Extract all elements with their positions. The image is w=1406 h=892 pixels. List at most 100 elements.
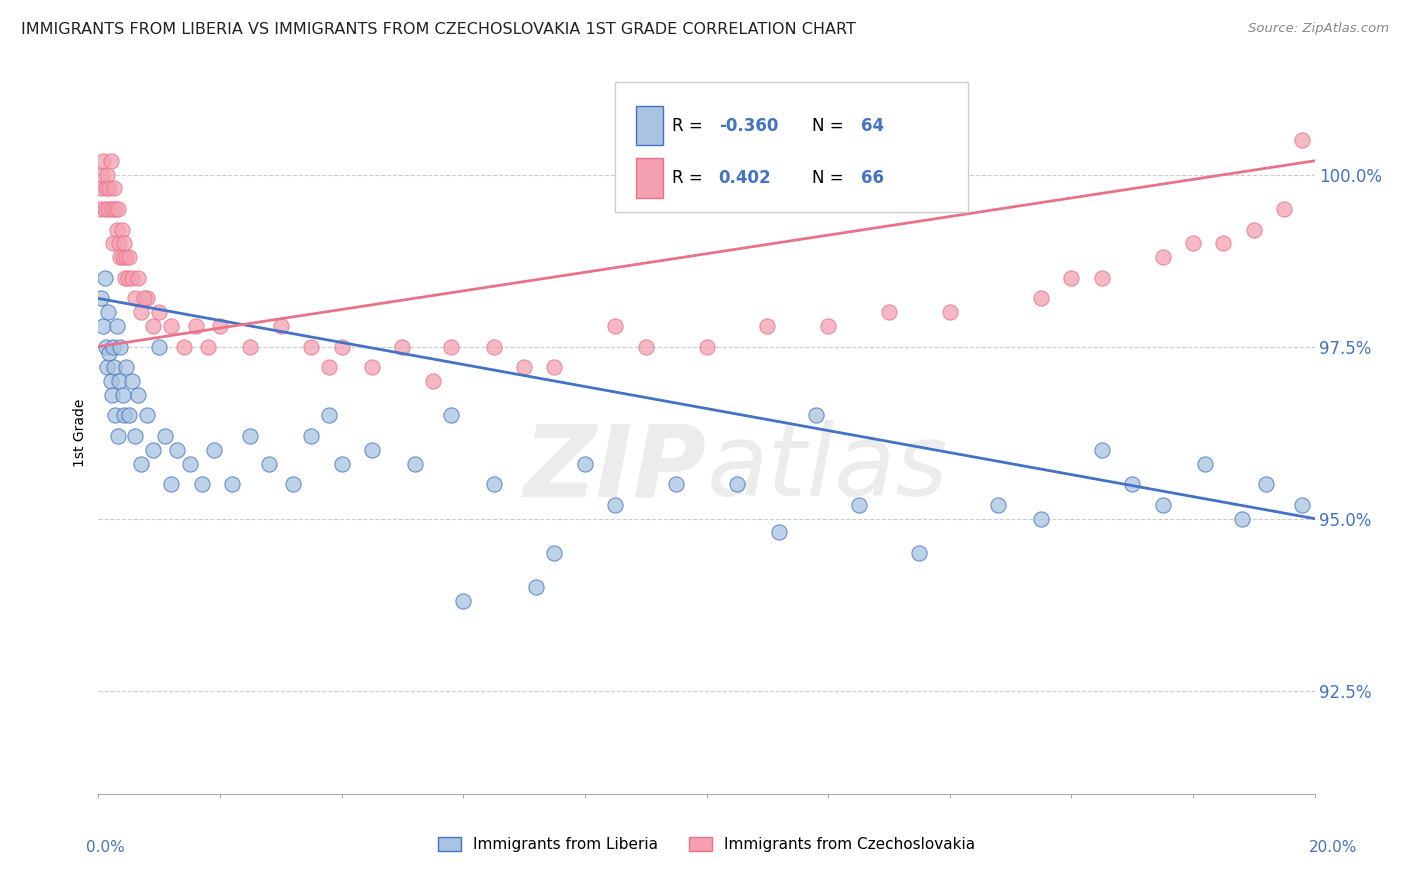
- Point: [148, 305, 170, 319]
- Point: [756, 318, 779, 333]
- Point: [110, 222, 132, 236]
- Text: -0.360: -0.360: [718, 117, 778, 135]
- Point: [160, 318, 183, 333]
- Point: [155, 429, 177, 443]
- Point: [1060, 270, 1083, 285]
- Point: [91, 168, 114, 182]
- FancyBboxPatch shape: [636, 159, 662, 198]
- Point: [103, 181, 125, 195]
- Point: [115, 250, 138, 264]
- Text: atlas: atlas: [707, 420, 948, 517]
- Point: [1091, 442, 1114, 457]
- Point: [121, 270, 143, 285]
- Text: IMMIGRANTS FROM LIBERIA VS IMMIGRANTS FROM CZECHOSLOVAKIA 1ST GRADE CORRELATION : IMMIGRANTS FROM LIBERIA VS IMMIGRANTS FR…: [21, 22, 856, 37]
- FancyBboxPatch shape: [636, 105, 662, 145]
- Point: [330, 457, 353, 471]
- Point: [112, 409, 135, 423]
- Point: [114, 360, 136, 375]
- Point: [90, 292, 112, 306]
- Point: [908, 546, 931, 560]
- Point: [118, 409, 141, 423]
- Text: 0.0%: 0.0%: [86, 840, 125, 855]
- Point: [239, 429, 262, 443]
- Y-axis label: 1st Grade: 1st Grade: [73, 399, 87, 467]
- Point: [1254, 477, 1277, 491]
- Point: [524, 581, 547, 595]
- Point: [179, 457, 201, 471]
- Point: [404, 457, 426, 471]
- Point: [209, 318, 232, 333]
- Point: [1091, 270, 1114, 285]
- Point: [114, 270, 136, 285]
- Point: [440, 409, 463, 423]
- Point: [768, 525, 790, 540]
- Point: [330, 340, 353, 354]
- Point: [107, 202, 129, 216]
- Text: N =: N =: [813, 117, 849, 135]
- Point: [605, 498, 627, 512]
- Point: [1291, 498, 1313, 512]
- FancyBboxPatch shape: [616, 82, 967, 212]
- Point: [142, 442, 165, 457]
- Point: [94, 181, 117, 195]
- Point: [90, 181, 112, 195]
- Point: [257, 457, 280, 471]
- Text: N =: N =: [813, 169, 849, 187]
- Text: Source: ZipAtlas.com: Source: ZipAtlas.com: [1249, 22, 1389, 36]
- Point: [817, 318, 839, 333]
- Point: [725, 477, 748, 491]
- Point: [482, 340, 505, 354]
- Point: [318, 409, 340, 423]
- Point: [1230, 511, 1253, 525]
- Point: [239, 340, 262, 354]
- Point: [108, 236, 131, 251]
- Point: [124, 429, 146, 443]
- Point: [1272, 202, 1295, 216]
- Point: [127, 388, 149, 402]
- Legend: Immigrants from Liberia, Immigrants from Czechoslovakia: Immigrants from Liberia, Immigrants from…: [432, 831, 981, 858]
- Point: [98, 346, 121, 360]
- Point: [877, 305, 900, 319]
- Point: [160, 477, 183, 491]
- Point: [605, 318, 627, 333]
- Point: [543, 360, 565, 375]
- Point: [1212, 236, 1234, 251]
- Point: [104, 409, 127, 423]
- Point: [136, 292, 159, 306]
- Point: [1152, 498, 1174, 512]
- Point: [482, 477, 505, 491]
- Point: [110, 340, 132, 354]
- Text: 64: 64: [860, 117, 884, 135]
- Point: [105, 318, 128, 333]
- Point: [127, 270, 149, 285]
- Point: [202, 442, 225, 457]
- Point: [361, 442, 384, 457]
- Text: R =: R =: [672, 169, 709, 187]
- Point: [98, 181, 121, 195]
- Point: [142, 318, 165, 333]
- Point: [939, 305, 962, 319]
- Point: [110, 250, 132, 264]
- Point: [93, 270, 115, 285]
- Point: [100, 374, 122, 388]
- Point: [440, 340, 463, 354]
- Point: [97, 305, 120, 319]
- Text: 66: 66: [860, 169, 884, 187]
- Text: 0.402: 0.402: [718, 169, 772, 187]
- Point: [574, 457, 596, 471]
- Point: [132, 292, 155, 306]
- Point: [166, 442, 188, 457]
- Point: [118, 250, 141, 264]
- Point: [1194, 457, 1216, 471]
- Point: [804, 409, 827, 423]
- Point: [221, 477, 243, 491]
- Text: 20.0%: 20.0%: [1309, 840, 1357, 855]
- Point: [129, 457, 152, 471]
- Point: [696, 340, 718, 354]
- Point: [101, 236, 124, 251]
- Point: [848, 498, 870, 512]
- Point: [987, 498, 1010, 512]
- Point: [391, 340, 413, 354]
- Text: ZIP: ZIP: [523, 420, 707, 517]
- Point: [112, 236, 135, 251]
